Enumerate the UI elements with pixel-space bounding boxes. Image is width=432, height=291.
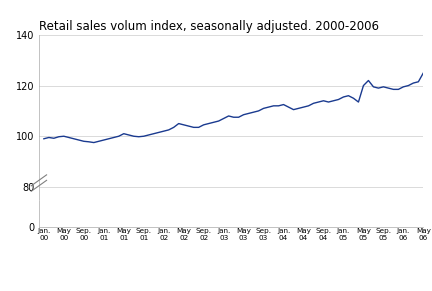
- Text: Retail sales volum index, seasonally adjusted. 2000-2006: Retail sales volum index, seasonally adj…: [39, 20, 379, 33]
